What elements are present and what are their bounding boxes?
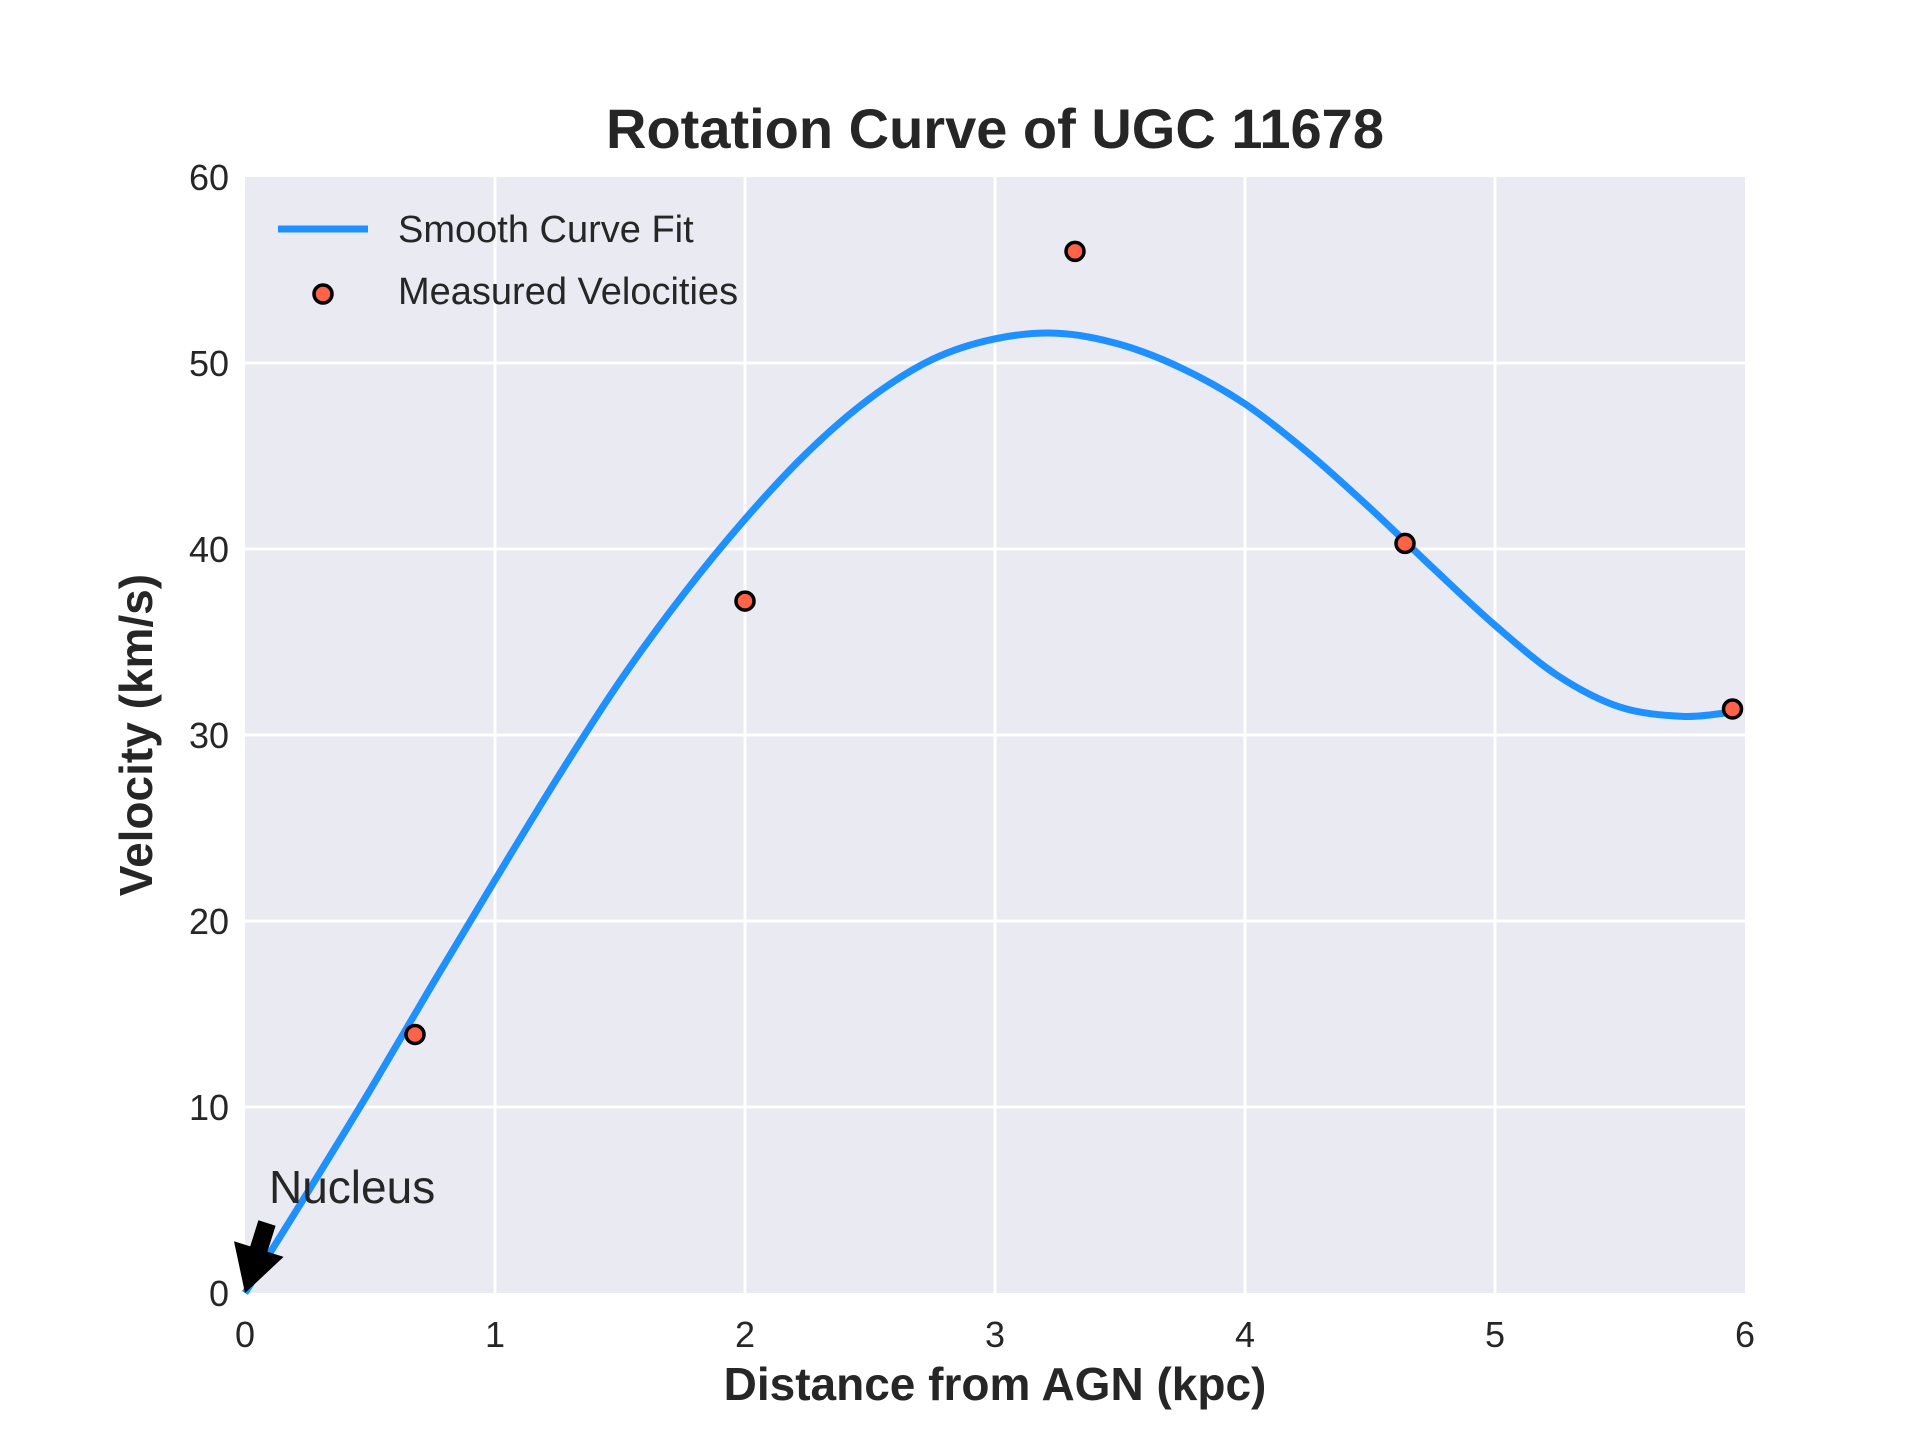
measured-velocity-point (1064, 240, 1086, 263)
y-tick-label: 50 (189, 343, 229, 384)
nucleus-arrow (234, 1220, 284, 1293)
measured-velocity-point (404, 1023, 426, 1046)
y-tick-label: 10 (189, 1087, 229, 1128)
y-tick-label: 40 (189, 529, 229, 570)
y-axis-label: Velocity (km/s) (110, 574, 162, 896)
legend: Smooth Curve Fit Measured Velocities (278, 209, 738, 313)
y-tick-label: 30 (189, 715, 229, 756)
measured-velocity-point (1721, 698, 1744, 720)
y-axis-ticks: 0 10 20 30 40 50 60 (189, 157, 229, 1314)
smooth-curve-fit-series (242, 329, 1728, 1295)
legend-point-swatch (312, 283, 334, 305)
measured-velocities-series (404, 240, 1744, 1046)
x-tick-label: 2 (735, 1314, 755, 1355)
x-tick-label: 5 (1485, 1314, 1505, 1355)
nucleus-annotation-label: Nucleus (269, 1161, 435, 1213)
legend-label-smooth-curve-fit: Smooth Curve Fit (398, 209, 694, 251)
y-tick-label: 20 (189, 901, 229, 942)
x-tick-label: 1 (485, 1314, 505, 1355)
x-tick-label: 4 (1235, 1314, 1255, 1355)
chart-title: Rotation Curve of UGC 11678 (606, 97, 1384, 160)
measured-velocity-point (734, 590, 756, 612)
smooth-curve-fit-line (242, 329, 1728, 1295)
x-axis-label: Distance from AGN (kpc) (724, 1358, 1267, 1410)
annotations: Nucleus (234, 1161, 435, 1293)
grid-lines (245, 177, 1745, 1293)
y-tick-label: 0 (209, 1273, 229, 1314)
x-tick-label: 0 (235, 1314, 255, 1355)
y-tick-label: 60 (189, 157, 229, 198)
legend-label-measured-velocities: Measured Velocities (398, 271, 738, 313)
x-axis-ticks: 0 1 2 3 4 5 6 (235, 1314, 1755, 1355)
measured-velocity-point (1394, 532, 1416, 555)
x-tick-label: 6 (1735, 1314, 1755, 1355)
x-tick-label: 3 (985, 1314, 1005, 1355)
